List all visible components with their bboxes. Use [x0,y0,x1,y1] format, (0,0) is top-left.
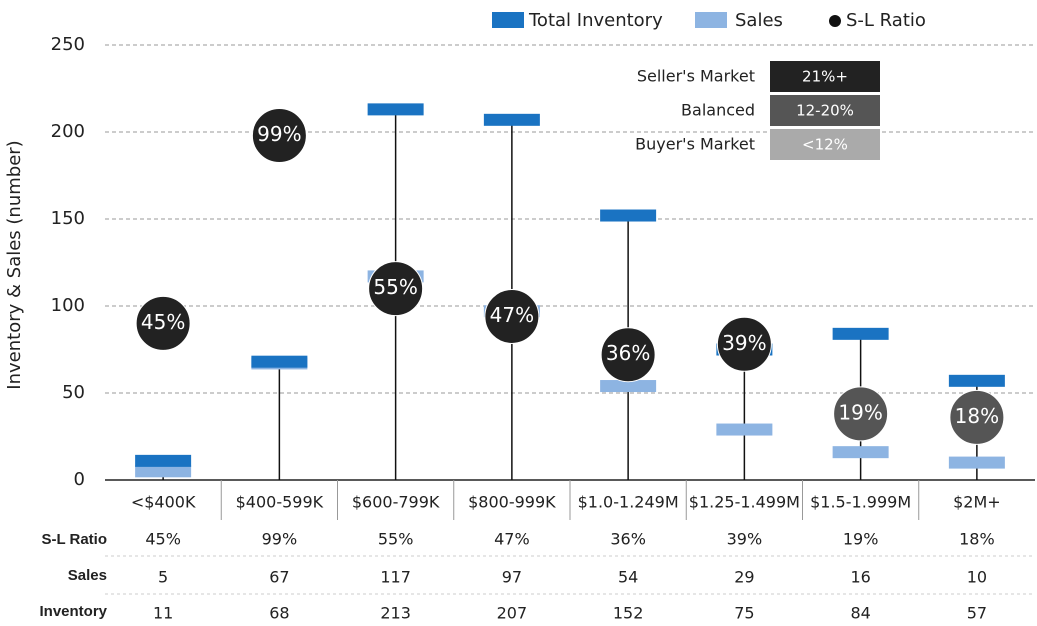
table-ratio: 55% [378,530,414,549]
legend-label: S-L Ratio [846,10,926,31]
key-name: Seller's Market [637,67,755,86]
inventory-marker [251,355,308,368]
sales-marker [716,423,773,436]
sales-marker [135,465,192,478]
y-axis-title: Inventory & Sales (number) [4,140,25,389]
ratio-marker [600,327,656,383]
x-tick-label: $400-599K [236,493,324,512]
y-tick-label: 250 [51,34,85,55]
ratio-marker [716,316,772,372]
x-tick-label: <$400K [131,493,196,512]
table-sales: 16 [850,568,870,587]
ratio-label: 45% [141,310,185,334]
key-name: Balanced [681,101,755,120]
key-box [770,61,880,92]
table-row-label: Sales [68,567,107,584]
x-tick-label: $800-999K [468,493,556,512]
table-ratio: 45% [145,530,181,549]
table-inventory: 207 [497,604,528,623]
inventory-marker [483,113,540,126]
table-sales: 117 [380,568,411,587]
inventory-marker [832,327,889,340]
ratio-label: 55% [373,275,417,299]
y-tick-label: 200 [51,121,85,142]
legend-label: Sales [735,10,783,31]
y-tick-label: 150 [51,208,85,229]
table-inventory: 75 [734,604,754,623]
table-ratio: 36% [610,530,646,549]
table-sales: 54 [618,568,638,587]
table-inventory: 68 [269,604,289,623]
sales-marker [832,446,889,459]
legend-swatch [829,15,841,27]
inventory-marker [367,103,424,116]
table-sales: 10 [967,568,987,587]
key-box [770,129,880,160]
y-tick-label: 50 [62,382,85,403]
key-label: 21%+ [802,68,848,86]
sales-marker [600,380,657,393]
ratio-label: 39% [722,331,766,355]
ratio-label: 36% [606,341,650,365]
x-tick-label: $1.5-1.999M [810,493,911,512]
ratio-marker [949,389,1005,445]
x-tick-label: $1.25-1.499M [689,493,800,512]
inventory-marker [135,454,192,467]
table-ratio: 47% [494,530,530,549]
x-tick-label: $1.0-1.249M [578,493,679,512]
ratio-marker [251,107,307,163]
table-ratio: 99% [262,530,298,549]
key-name: Buyer's Market [635,135,755,154]
y-tick-label: 0 [74,469,85,490]
table-inventory: 11 [153,604,173,623]
table-sales: 67 [269,568,289,587]
x-tick-label: $2M+ [953,493,1001,512]
ratio-label: 47% [490,303,534,327]
table-ratio: 18% [959,530,995,549]
key-box [770,95,880,126]
table-inventory: 84 [850,604,870,623]
legend-swatch [492,12,524,28]
key-label: 12-20% [796,102,854,120]
table-inventory: 152 [613,604,644,623]
table-row-label: S-L Ratio [41,531,107,548]
inventory-marker [948,374,1005,387]
ratio-marker [368,261,424,317]
ratio-marker [833,386,889,442]
key-label: <12% [802,136,848,154]
inventory-marker [600,209,657,222]
sales-marker [948,456,1005,469]
ratio-label: 99% [257,122,301,146]
x-tick-label: $600-799K [352,493,440,512]
ratio-marker [135,295,191,351]
table-row-label: Inventory [39,603,107,620]
y-tick-label: 100 [51,295,85,316]
table-sales: 29 [734,568,754,587]
table-sales: 5 [158,568,168,587]
table-sales: 97 [502,568,522,587]
ratio-label: 18% [955,404,999,428]
table-inventory: 213 [380,604,411,623]
legend-label: Total Inventory [528,10,663,31]
legend-swatch [695,12,727,28]
ratio-marker [484,288,540,344]
table-ratio: 19% [843,530,879,549]
table-ratio: 39% [727,530,763,549]
table-inventory: 57 [967,604,987,623]
ratio-label: 19% [838,400,882,424]
